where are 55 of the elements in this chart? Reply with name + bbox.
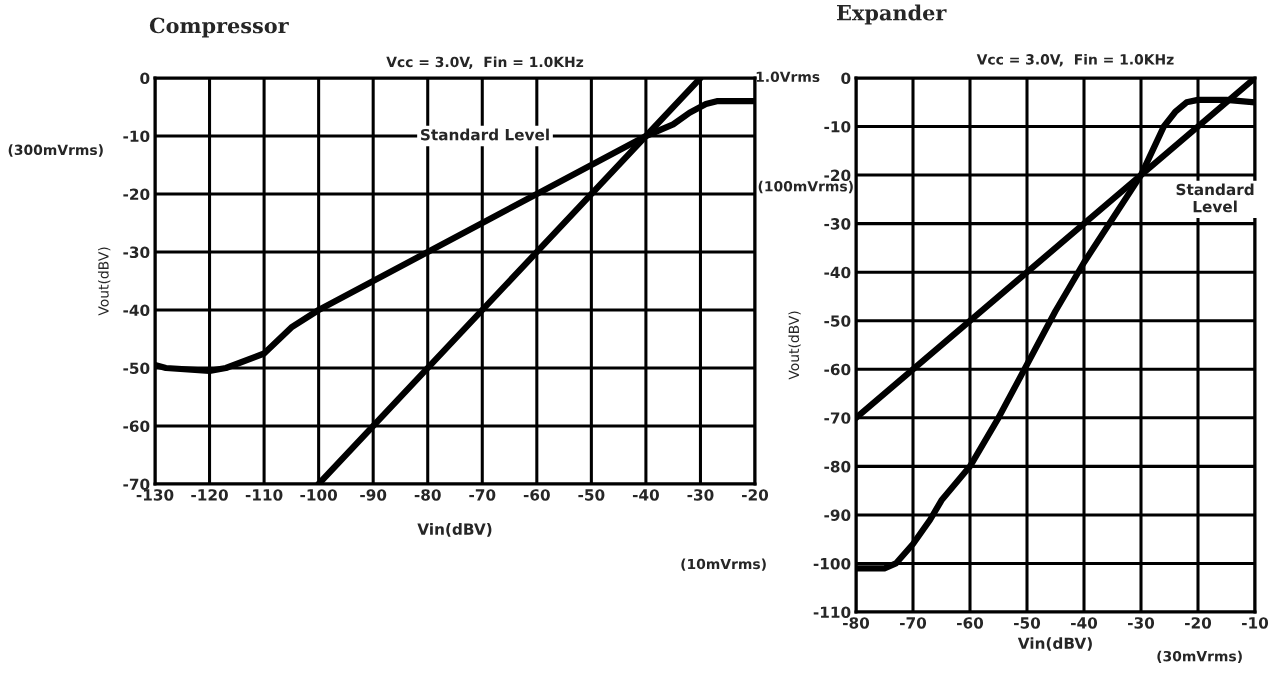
x-tick-label: -50 [578, 489, 605, 501]
x-tick-label: -50 [1014, 617, 1041, 629]
y-tick-label: -30 [123, 246, 150, 259]
text: (300mVrms) [8, 144, 103, 157]
y-tick-label: -40 [824, 266, 851, 279]
x-tick-label: -40 [632, 489, 659, 501]
y-tick-label: -60 [824, 363, 851, 376]
x-tick-label: -100 [300, 489, 338, 501]
x-tick-label: -20 [742, 489, 769, 501]
y-axis-title: Vout(dBV) [788, 311, 801, 380]
y-axis-title: Vout(dBV) [97, 247, 111, 316]
x-tick-label: -30 [687, 489, 714, 501]
y-tick-label: -100 [813, 557, 851, 570]
y-tick-label: -60 [123, 420, 150, 433]
y-tick-label: -50 [824, 315, 851, 327]
y-tick-label: -110 [813, 606, 851, 619]
y-tick-label: -50 [123, 362, 150, 375]
y-tick-label: -70 [123, 478, 150, 491]
y-tick-label: -80 [824, 460, 851, 473]
x-axis-title: Vin(dBV) [1017, 637, 1092, 651]
chart-subtitle: Vcc = 3.0V, Fin = 1.0KHz [976, 53, 1174, 67]
x-tick-label: -10 [1242, 617, 1269, 629]
chart-title: Compressor [149, 17, 289, 38]
chart-title: Expander [837, 4, 947, 25]
text: (10mVrms) [681, 558, 766, 571]
y-tick-label: -40 [123, 304, 150, 317]
x-tick-label: -40 [1071, 617, 1098, 629]
y-tick-label: -30 [824, 218, 851, 230]
x-axis-title: Vin(dBV) [417, 523, 492, 537]
y-tick-label: -20 [824, 169, 851, 182]
x-tick-label: -120 [191, 489, 228, 501]
y-tick-label: -20 [123, 188, 150, 201]
x-tick-label: -60 [957, 617, 984, 629]
x-tick-label: -70 [469, 489, 496, 501]
y-tick-label: -90 [824, 509, 851, 521]
annotation: Standard Level [421, 128, 549, 141]
x-tick-label: -130 [136, 489, 174, 501]
chart-subtitle: Vcc = 3.0V, Fin = 1.0KHz [386, 56, 584, 69]
text: (100mVrms) [758, 180, 853, 194]
x-tick-label: -110 [245, 489, 283, 501]
x-tick-label: -30 [1128, 617, 1155, 629]
x-tick-label: -60 [523, 489, 550, 501]
y-tick-label: 0 [140, 72, 150, 85]
text: 1.0Vrms [756, 71, 820, 83]
text: (30mVrms) [1157, 650, 1242, 664]
x-tick-label: -70 [900, 617, 927, 629]
y-tick-label: -10 [824, 121, 851, 133]
annotation: Standard Level [1176, 183, 1254, 213]
x-tick-label: -90 [360, 489, 387, 501]
x-tick-label: -80 [843, 617, 870, 629]
y-tick-label: -10 [123, 130, 150, 143]
y-tick-label: -70 [824, 412, 851, 424]
y-tick-label: 0 [841, 72, 851, 85]
x-tick-label: -80 [414, 489, 441, 501]
x-tick-label: -20 [1185, 617, 1212, 629]
